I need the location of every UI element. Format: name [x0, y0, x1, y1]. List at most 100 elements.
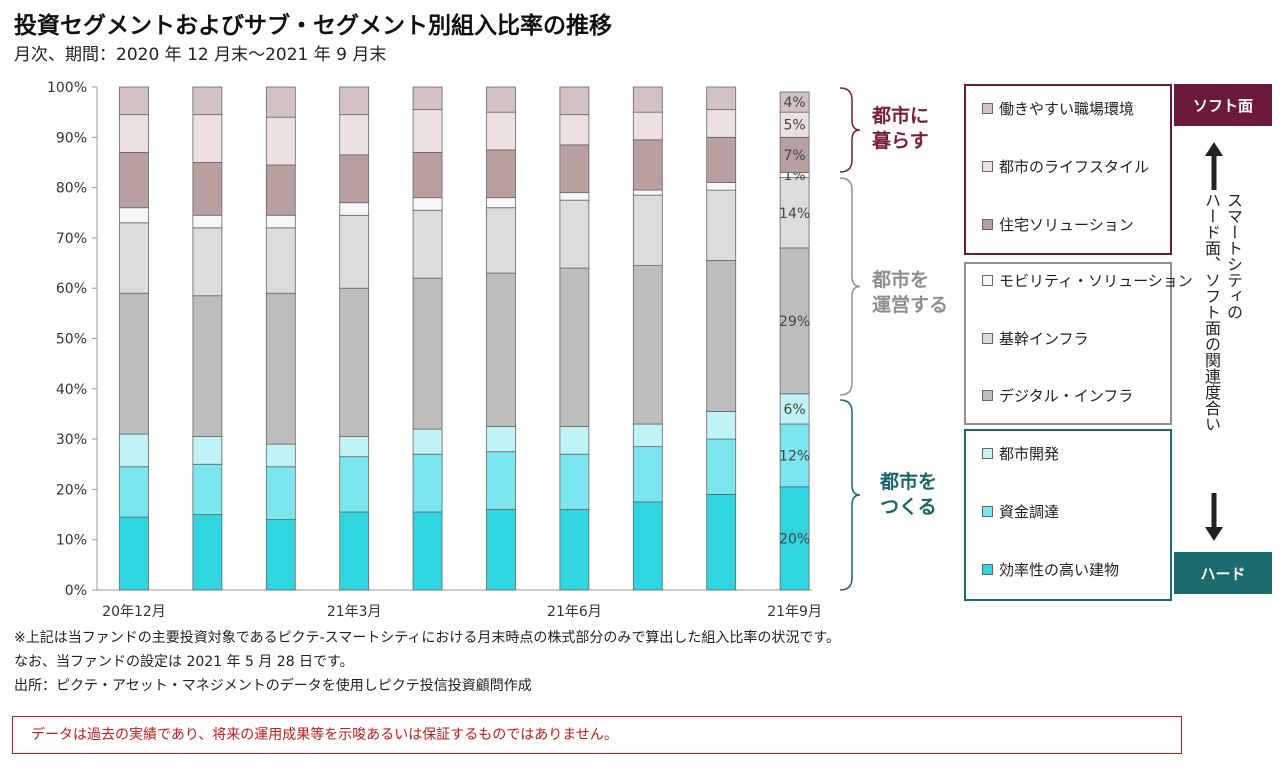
- legend-label: 都市開発: [999, 445, 1060, 463]
- y-tick-label: 20%: [56, 482, 87, 498]
- bar-segment: [559, 426, 590, 455]
- bar-segment: [779, 111, 810, 138]
- bar-segment: [706, 109, 737, 138]
- bar-segment: [706, 438, 737, 495]
- legend-swatch: [982, 448, 993, 459]
- bar-segment: [412, 453, 443, 513]
- bar-segment: [119, 207, 149, 224]
- legend-swatch: [982, 103, 993, 114]
- data-label: 20%: [779, 531, 810, 547]
- vertical-caption-line2: ハード面、ソフト面の関連度合い: [1202, 192, 1221, 432]
- legend-box-operate: モビリティ・ソリューション 基幹インフラ デジタル・インフラ: [964, 262, 1193, 425]
- bar-segment: [339, 214, 370, 289]
- bar-segment: [412, 511, 443, 591]
- legend-item: 住宅ソリューション: [982, 214, 1134, 235]
- bar-segment: [632, 189, 663, 196]
- bar-segment: [412, 277, 443, 430]
- x-tick-label: 21年6月: [547, 604, 602, 620]
- group-label-build: 都市を つくる: [880, 470, 937, 520]
- legend-swatch: [982, 333, 993, 344]
- bar-segment: [339, 287, 370, 437]
- bar-segment: [119, 151, 149, 209]
- bar-segment: [486, 86, 516, 113]
- bar-segment: [412, 209, 443, 279]
- bar-segment: [265, 227, 296, 294]
- footnotes: ※上記は当ファンドの主要投資対象であるピクテ-スマートシティにおける月末時点の株…: [14, 626, 840, 698]
- legend-swatch: [982, 390, 993, 401]
- bar-segment: [339, 202, 370, 216]
- bar-segment: [265, 116, 296, 166]
- bar-segment: [486, 509, 516, 591]
- bar-segment: [339, 114, 370, 156]
- bar-segment: [265, 466, 296, 520]
- data-label: 12%: [779, 448, 810, 464]
- bar-segment: [779, 486, 810, 591]
- bar-segment: [192, 114, 223, 163]
- bar-segment: [265, 214, 296, 229]
- legend-box-build: 都市開発 資金調達 効率性の高い建物: [964, 429, 1172, 601]
- legend-label: 働きやすい職場環境: [999, 100, 1135, 118]
- y-tick-label: 40%: [56, 382, 87, 398]
- bar-segment: [706, 182, 737, 191]
- legend-item: 都市開発: [982, 443, 1059, 464]
- legend-label: 都市のライフスタイル: [999, 158, 1150, 176]
- legend-item: 都市のライフスタイル: [982, 156, 1149, 177]
- data-label: 29%: [779, 314, 810, 330]
- bar-segment: [486, 272, 516, 427]
- group-label-live-line1: 都市に: [872, 105, 930, 127]
- bar-segment: [339, 86, 370, 116]
- brace-build: [839, 399, 861, 591]
- y-tick-label: 100%: [47, 80, 87, 96]
- legend-item: デジタル・インフラ: [982, 385, 1133, 406]
- y-tick-label: 50%: [56, 332, 87, 348]
- data-label: 6%: [783, 402, 805, 418]
- x-tick-label: 21年9月: [767, 604, 822, 620]
- bar-segment: [192, 514, 223, 591]
- bar-segment: [339, 511, 370, 591]
- bar-segment: [265, 443, 296, 468]
- legend-swatch: [982, 161, 993, 172]
- legend-box-soft: 働きやすい職場環境 都市のライフスタイル 住宅ソリューション: [964, 84, 1172, 255]
- legend-item: 基幹インフラ: [982, 328, 1089, 349]
- data-label: 14%: [779, 206, 810, 222]
- hard-tag: ハード: [1174, 552, 1272, 594]
- bar-segment: [192, 86, 223, 116]
- bar-segment: [632, 423, 663, 448]
- footnote-line: 出所：ピクテ・アセット・マネジメントのデータを使用しピクテ投信投資顧問作成: [14, 678, 532, 694]
- bar-segment: [632, 194, 663, 266]
- legend-swatch: [982, 564, 993, 575]
- bar-segment: [192, 162, 223, 216]
- vertical-caption-line1: スマートシティの: [1224, 192, 1243, 320]
- bar-segment: [339, 154, 370, 204]
- bar-segment: [632, 139, 663, 191]
- bar-segment: [412, 151, 443, 199]
- data-label: 7%: [783, 148, 805, 164]
- bar-segment: [412, 109, 443, 153]
- legend-item: モビリティ・ソリューション: [982, 270, 1193, 291]
- legend-label: 効率性の高い建物: [999, 561, 1120, 579]
- bar-segment: [486, 149, 516, 199]
- bar-segment: [119, 222, 149, 294]
- bar-segment: [192, 227, 223, 297]
- bar-segment: [559, 144, 590, 194]
- bar-segment: [119, 114, 149, 153]
- soft-tag: ソフト面: [1174, 84, 1272, 126]
- stacked-bar-chart: 0% 10% 20% 30% 40% 50% 60% 70% 80% 90% 100% 20年12月 2…: [47, 80, 861, 620]
- legend-swatch: [982, 275, 993, 286]
- arrow-up-icon: [1205, 142, 1223, 190]
- bar-segment: [559, 453, 590, 510]
- footnote-line: なお、当ファンドの設定は 2021 年 5 月 28 日です。: [14, 654, 354, 670]
- bar-segment: [412, 197, 443, 211]
- bar-segment: [632, 86, 663, 113]
- arrow-down-icon: [1205, 493, 1223, 541]
- bar-segment: [706, 136, 737, 183]
- bar-segment: [559, 114, 590, 146]
- chart-subtitle: 月次、期間：2020 年 12 月末～2021 年 9 月末: [14, 45, 387, 65]
- data-label: 5%: [783, 118, 805, 134]
- bar-segment: [119, 516, 149, 591]
- bar-segment: [265, 519, 296, 591]
- bar-segment: [706, 411, 737, 440]
- group-label-build-line1: 都市を: [880, 471, 938, 493]
- bar-segment: [412, 86, 443, 111]
- bar-segment: [559, 509, 590, 591]
